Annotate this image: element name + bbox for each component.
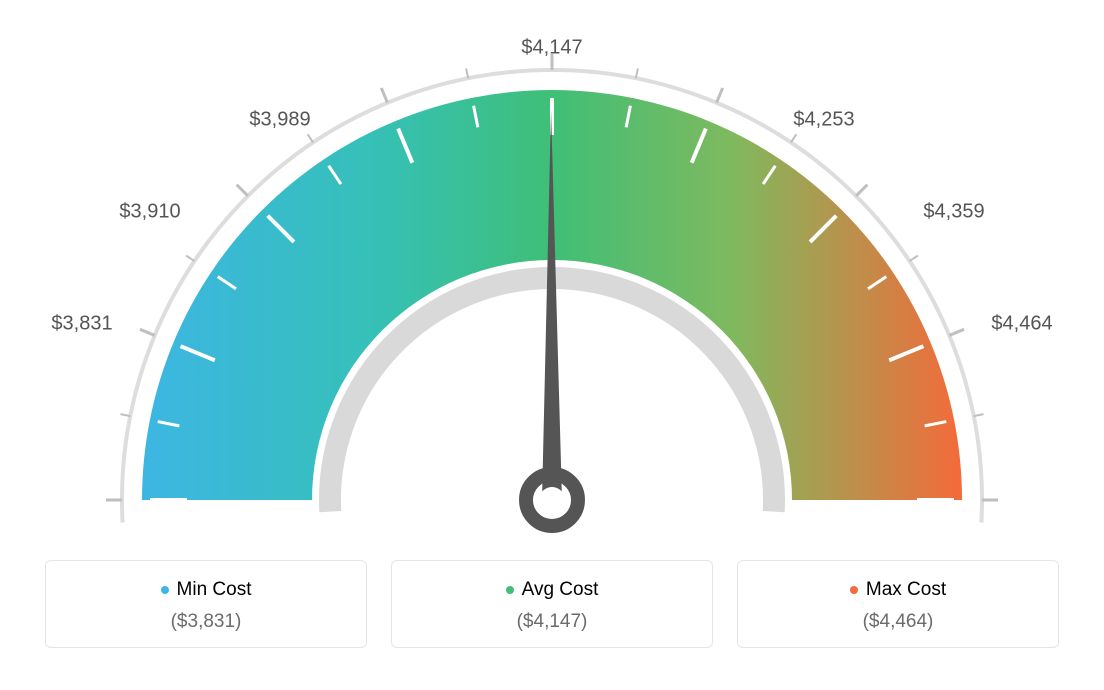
cost-gauge-chart: $3,831 $3,910 $3,989 $4,147 $4,253 $4,359 $4,4… xyxy=(20,20,1084,540)
legend-min-card: Min Cost ($3,831) xyxy=(45,560,367,648)
legend-min-value: ($3,831) xyxy=(46,611,366,633)
legend-row: Min Cost ($3,831) Avg Cost ($4,147) Max … xyxy=(20,560,1084,648)
legend-max-label: Max Cost xyxy=(866,579,946,600)
legend-max-card: Max Cost ($4,464) xyxy=(737,560,1059,648)
gauge-svg xyxy=(20,20,1084,540)
legend-avg-title: Avg Cost xyxy=(392,579,712,601)
gauge-tick-label: $3,910 xyxy=(119,201,180,224)
dot-icon xyxy=(161,586,169,594)
legend-avg-label: Avg Cost xyxy=(522,579,599,600)
legend-max-value: ($4,464) xyxy=(738,611,1058,633)
gauge-tick-label: $4,464 xyxy=(991,313,1052,336)
gauge-tick-label: $3,989 xyxy=(249,109,310,132)
legend-avg-value: ($4,147) xyxy=(392,611,712,633)
gauge-tick-label: $4,359 xyxy=(923,201,984,224)
legend-min-title: Min Cost xyxy=(46,579,366,601)
gauge-tick-label: $4,253 xyxy=(793,109,854,132)
legend-max-title: Max Cost xyxy=(738,579,1058,601)
legend-min-label: Min Cost xyxy=(177,579,252,600)
gauge-tick-label: $4,147 xyxy=(521,37,582,60)
legend-avg-card: Avg Cost ($4,147) xyxy=(391,560,713,648)
dot-icon xyxy=(850,586,858,594)
dot-icon xyxy=(506,586,514,594)
gauge-tick-label: $3,831 xyxy=(51,313,112,336)
